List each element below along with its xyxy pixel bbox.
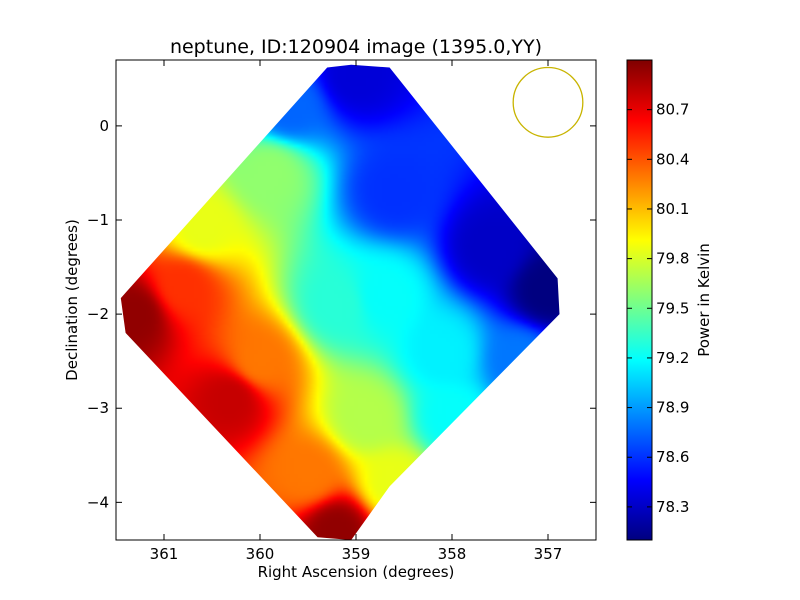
colorbar-tick-label: 79.8: [656, 250, 689, 268]
y-axis-ticks: 0 −1 −2 −3 −4: [87, 117, 596, 511]
x-axis-label: Right Ascension (degrees): [258, 563, 455, 581]
colorbar-tick-label: 78.6: [656, 448, 689, 466]
y-axis-label: Declination (degrees): [63, 219, 81, 381]
colorbar-tick-label: 78.9: [656, 399, 689, 417]
plot-area: 361 360 359 358 357 0 −1 −2 −3 −4: [87, 59, 597, 563]
colorbar: 78.3 78.6 78.9 79.2 79.5 79.8 80.1 80.4 80.7: [626, 59, 689, 541]
colorbar-ticks: 78.3 78.6 78.9 79.2 79.5 79.8 80.1 80.4 80.7: [627, 101, 689, 516]
heatmap: [120, 64, 560, 540]
y-tick-label: −4: [87, 493, 109, 511]
colorbar-tick-label: 78.3: [656, 498, 689, 516]
y-tick-label: −1: [87, 211, 109, 229]
colorbar-tick-label: 79.2: [656, 349, 689, 367]
x-tick-label: 361: [150, 545, 179, 563]
colorbar-tick-label: 80.4: [656, 150, 689, 168]
x-axis-ticks: 361 360 359 358 357: [150, 60, 563, 563]
colorbar-label: Power in Kelvin: [695, 243, 713, 357]
y-tick-label: −3: [87, 399, 109, 417]
colorbar-tick-label: 79.5: [656, 299, 689, 317]
colorbar-tick-label: 80.1: [656, 200, 689, 218]
colorbar-tick-label: 80.7: [656, 101, 689, 119]
y-tick-label: 0: [99, 117, 109, 135]
x-tick-label: 358: [438, 545, 467, 563]
y-tick-label: −2: [87, 305, 109, 323]
heatmap-image: [120, 64, 560, 540]
x-tick-label: 360: [246, 545, 275, 563]
beam-circle: [512, 66, 584, 138]
chart-title: neptune, ID:120904 image (1395.0,YY): [170, 36, 542, 58]
x-tick-label: 359: [342, 545, 371, 563]
x-tick-label: 357: [534, 545, 563, 563]
colorbar-gradient: [626, 59, 653, 541]
